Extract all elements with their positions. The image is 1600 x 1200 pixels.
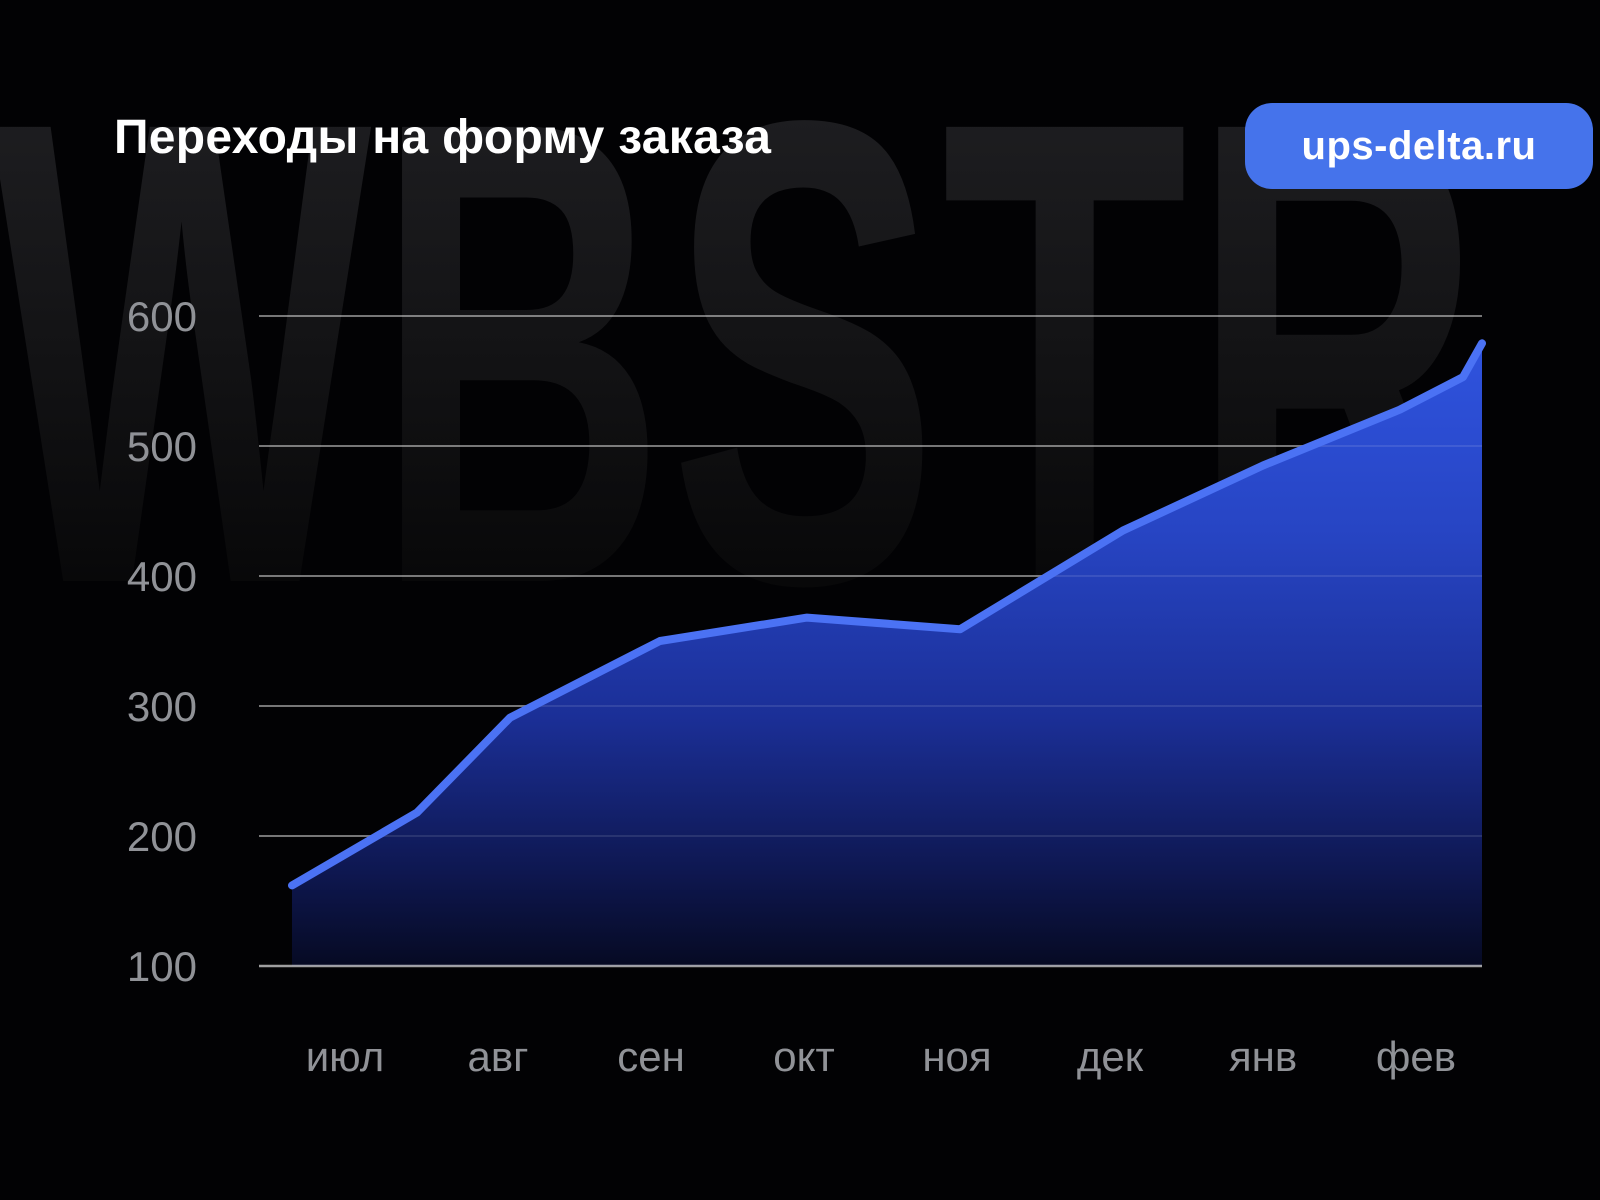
y-axis-tick-label: 100 [127, 943, 197, 990]
x-axis-tick-label: ноя [922, 1033, 991, 1080]
y-axis-tick-label: 600 [127, 293, 197, 340]
x-axis-tick-label: июл [306, 1033, 385, 1080]
y-axis-tick-label: 500 [127, 423, 197, 470]
y-axis-tick-label: 200 [127, 813, 197, 860]
x-axis-tick-label: янв [1229, 1033, 1297, 1080]
x-axis-tick-label: дек [1077, 1033, 1144, 1080]
x-axis-tick-label: авг [468, 1033, 529, 1080]
domain-badge[interactable]: ups-delta.ru [1245, 103, 1593, 189]
domain-badge-label: ups-delta.ru [1301, 123, 1537, 168]
x-axis-tick-label: окт [773, 1033, 834, 1080]
x-axis-tick-label: фев [1376, 1033, 1456, 1080]
y-axis-tick-label: 300 [127, 683, 197, 730]
page-title: Переходы на форму заказа [114, 111, 772, 164]
x-axis-tick-label: сен [617, 1033, 685, 1080]
trend-line [288, 339, 1486, 890]
y-axis-tick-label: 400 [127, 553, 197, 600]
area-fill [292, 343, 1482, 966]
